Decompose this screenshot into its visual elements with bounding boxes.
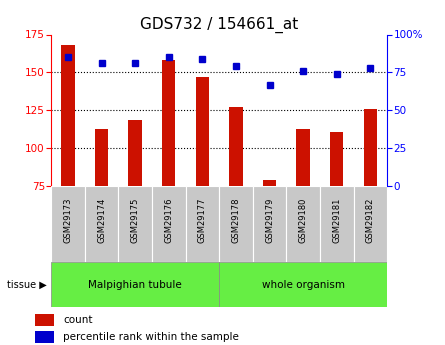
- Bar: [353, 186, 387, 262]
- Text: GSM29176: GSM29176: [164, 198, 173, 243]
- Text: GSM29179: GSM29179: [265, 198, 274, 243]
- Bar: [61, 45, 75, 186]
- Text: GSM29175: GSM29175: [131, 198, 140, 243]
- Text: tissue ▶: tissue ▶: [7, 280, 47, 289]
- Bar: [229, 107, 243, 186]
- Bar: [152, 186, 186, 262]
- Text: GSM29174: GSM29174: [97, 198, 106, 243]
- Bar: [186, 186, 219, 262]
- Bar: [330, 132, 344, 186]
- Bar: [253, 186, 287, 262]
- Bar: [296, 129, 310, 186]
- Text: GSM29173: GSM29173: [64, 198, 73, 243]
- Text: GSM29178: GSM29178: [231, 198, 240, 243]
- Text: whole organism: whole organism: [262, 280, 345, 289]
- Bar: [287, 186, 320, 262]
- Bar: [35, 314, 54, 326]
- Bar: [219, 262, 387, 307]
- Bar: [51, 262, 219, 307]
- Bar: [219, 186, 253, 262]
- Title: GDS732 / 154661_at: GDS732 / 154661_at: [140, 17, 298, 33]
- Text: percentile rank within the sample: percentile rank within the sample: [63, 333, 239, 342]
- Bar: [364, 109, 377, 186]
- Bar: [51, 186, 85, 262]
- Bar: [118, 186, 152, 262]
- Bar: [196, 77, 209, 186]
- Bar: [263, 180, 276, 186]
- Text: GSM29180: GSM29180: [299, 198, 307, 243]
- Bar: [95, 129, 108, 186]
- Text: count: count: [63, 315, 93, 325]
- Bar: [85, 186, 118, 262]
- Bar: [35, 331, 54, 343]
- Bar: [129, 119, 142, 186]
- Text: GSM29177: GSM29177: [198, 198, 207, 243]
- Bar: [320, 186, 354, 262]
- Text: GSM29181: GSM29181: [332, 198, 341, 243]
- Bar: [162, 60, 175, 186]
- Text: GSM29182: GSM29182: [366, 198, 375, 243]
- Text: Malpighian tubule: Malpighian tubule: [88, 280, 182, 289]
